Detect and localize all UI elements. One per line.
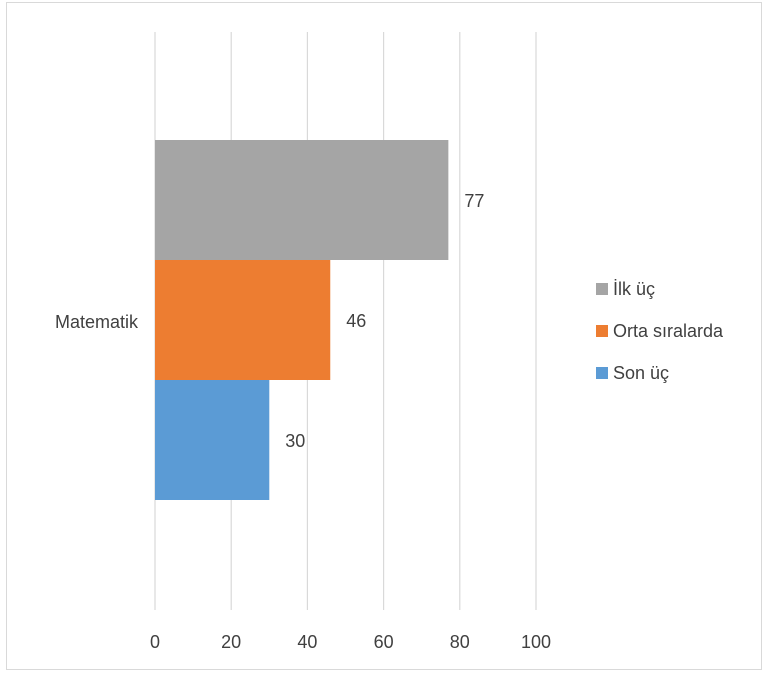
category-label-matematik: Matematik (55, 312, 139, 332)
category-labels: Matematik (55, 312, 139, 332)
legend: İlk üç Orta sıralarda Son üç (596, 279, 724, 383)
x-tick-label-0: 0 (150, 632, 160, 652)
x-tick-label-20: 20 (221, 632, 241, 652)
legend-swatch-orta-sıralarda (596, 325, 608, 337)
data-label-orta-sıralarda: 46 (346, 311, 366, 331)
gridlines (154, 32, 537, 610)
x-tick-label-100: 100 (521, 632, 551, 652)
data-labels: 77 46 30 (285, 191, 484, 451)
x-tick-label-60: 60 (374, 632, 394, 652)
legend-label-i̇lk-üç: İlk üç (613, 279, 655, 299)
bar-son-üç (155, 380, 270, 500)
x-tick-label-40: 40 (297, 632, 317, 652)
bars (155, 140, 449, 500)
data-label-i̇lk-üç: 77 (464, 191, 484, 211)
x-axis-ticks: 0 20 40 60 80 100 (150, 632, 551, 652)
x-tick-label-80: 80 (450, 632, 470, 652)
legend-label-orta-sıralarda: Orta sıralarda (613, 321, 724, 341)
data-label-son-üç: 30 (285, 431, 305, 451)
legend-swatch-i̇lk-üç (596, 283, 608, 295)
legend-swatch-son-üç (596, 367, 608, 379)
bar-orta-sıralarda (155, 260, 331, 380)
bar-i̇lk-üç (155, 140, 449, 260)
legend-label-son-üç: Son üç (613, 363, 669, 383)
